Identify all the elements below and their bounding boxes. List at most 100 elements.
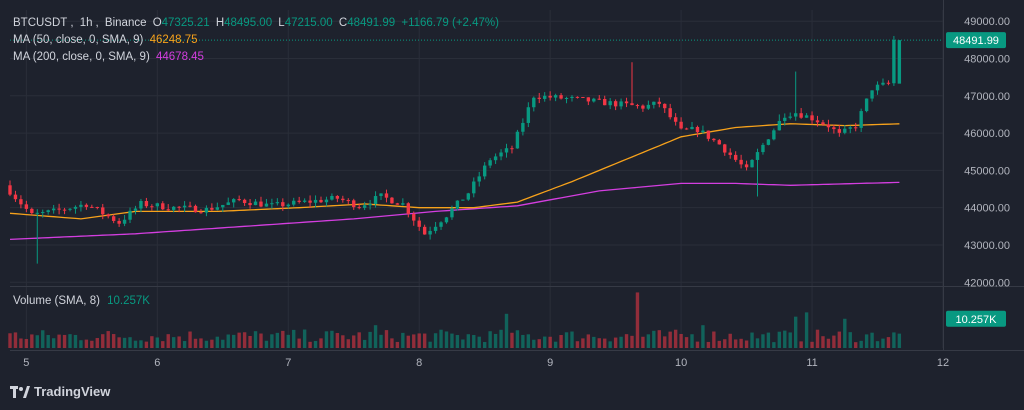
candle-up bbox=[755, 148, 760, 197]
volume-bar bbox=[548, 336, 552, 348]
volume-bar bbox=[242, 332, 247, 348]
volume-bar bbox=[390, 338, 394, 348]
candle-body bbox=[286, 204, 290, 207]
price-tick-label: 47000.00 bbox=[964, 91, 1010, 103]
candle-body bbox=[586, 97, 591, 102]
candle-down bbox=[744, 160, 749, 171]
candle-body bbox=[341, 198, 345, 201]
candle-up bbox=[772, 128, 776, 141]
candle-body bbox=[679, 121, 683, 129]
candle-body bbox=[237, 199, 241, 201]
ma200-legend[interactable]: MA (200, close, 0, SMA, 9) 44678.45 bbox=[13, 50, 207, 64]
candle-body bbox=[362, 205, 367, 208]
volume-bar bbox=[68, 334, 72, 348]
candle-down bbox=[412, 211, 416, 226]
open-value: 47325.21 bbox=[161, 17, 210, 29]
tradingview-logo[interactable]: TradingView bbox=[10, 384, 110, 399]
candle-down bbox=[248, 198, 252, 209]
candle-body bbox=[848, 127, 852, 129]
candle-body bbox=[521, 122, 525, 132]
symbol-legend: BTCUSDT, 1h, Binance O47325.21 H48495.00… bbox=[13, 17, 499, 29]
volume-bar bbox=[324, 331, 329, 348]
candle-down bbox=[384, 189, 389, 203]
candle-up bbox=[646, 100, 651, 110]
candle-body bbox=[51, 208, 56, 211]
candle-up bbox=[428, 226, 432, 240]
ma50-legend[interactable]: MA (50, close, 0, SMA, 9) 46248.75 bbox=[13, 33, 201, 47]
candle-body bbox=[422, 226, 427, 235]
volume-bar bbox=[19, 338, 23, 348]
candle-body bbox=[466, 193, 471, 200]
candle-body bbox=[619, 101, 623, 107]
candle-body bbox=[783, 117, 787, 121]
candle-up bbox=[221, 204, 225, 213]
candle-body bbox=[826, 124, 831, 128]
volume-bar bbox=[761, 334, 765, 348]
candle-down bbox=[281, 198, 285, 211]
candle-body bbox=[182, 205, 187, 208]
price-axis[interactable]: 49000.00 48000.00 47000.00 46000.00 45000.00… bbox=[964, 16, 1010, 289]
candle-up bbox=[875, 81, 880, 95]
candle-down bbox=[335, 195, 340, 203]
candle-down bbox=[717, 138, 721, 145]
price-tick-label: 49000.00 bbox=[964, 16, 1010, 28]
candle-body bbox=[450, 208, 454, 218]
volume-bar bbox=[750, 332, 754, 348]
candle-down bbox=[101, 203, 105, 220]
volume-bar bbox=[422, 333, 427, 348]
candle-body bbox=[128, 210, 132, 220]
candle-body bbox=[859, 111, 863, 128]
candle-up bbox=[843, 125, 847, 135]
volume-bar bbox=[619, 336, 623, 348]
candle-body bbox=[695, 126, 700, 133]
volume-bar bbox=[608, 341, 612, 348]
time-tick-label: 11 bbox=[806, 357, 817, 369]
candle-body bbox=[581, 96, 585, 98]
volume-bar bbox=[270, 334, 274, 348]
candle-down bbox=[90, 204, 94, 209]
volume-legend[interactable]: Volume (SMA, 8) 10.257K bbox=[13, 295, 150, 307]
candle-up bbox=[493, 153, 498, 164]
volume-bar bbox=[193, 338, 198, 348]
symbol-name[interactable]: BTCUSDT bbox=[13, 17, 68, 29]
candle-down bbox=[712, 138, 716, 142]
candle-body bbox=[477, 176, 481, 182]
candle-up bbox=[504, 143, 509, 158]
candle-up bbox=[793, 71, 798, 121]
candle-up bbox=[499, 149, 503, 161]
candle-body bbox=[35, 212, 39, 214]
volume-bar bbox=[215, 336, 220, 348]
candle-down bbox=[581, 96, 585, 98]
volume-bar bbox=[575, 341, 580, 348]
candle-body bbox=[886, 82, 891, 84]
candle-up bbox=[564, 96, 569, 104]
candle-down bbox=[603, 95, 607, 106]
candle-body bbox=[221, 204, 225, 208]
candle-down bbox=[799, 108, 803, 119]
candle-down bbox=[597, 95, 601, 100]
candle-up bbox=[379, 193, 383, 201]
volume-bar bbox=[733, 339, 738, 348]
candle-body bbox=[313, 199, 318, 203]
time-axis[interactable]: 5 6 7 8 9 10 11 12 bbox=[23, 357, 949, 369]
candle-body bbox=[570, 96, 574, 98]
candle-down bbox=[95, 206, 99, 210]
volume-bar bbox=[297, 338, 301, 348]
candle-body bbox=[870, 90, 874, 99]
candle-down bbox=[406, 202, 410, 218]
volume-bar bbox=[499, 329, 503, 348]
candle-down bbox=[161, 201, 165, 211]
price-tick-label: 46000.00 bbox=[964, 128, 1010, 140]
candle-down bbox=[733, 151, 738, 162]
volume-bar bbox=[13, 332, 18, 348]
volume-bar bbox=[237, 332, 241, 348]
volume-bar bbox=[330, 330, 334, 348]
volume-bar bbox=[592, 336, 596, 348]
volume-bar bbox=[101, 334, 105, 348]
candle-up bbox=[472, 177, 476, 198]
volume-bar bbox=[537, 339, 541, 348]
ma200-label: MA (200, close, 0, SMA, 9) bbox=[13, 51, 150, 63]
volume-bar bbox=[139, 340, 143, 348]
interval[interactable]: 1h bbox=[79, 17, 93, 29]
